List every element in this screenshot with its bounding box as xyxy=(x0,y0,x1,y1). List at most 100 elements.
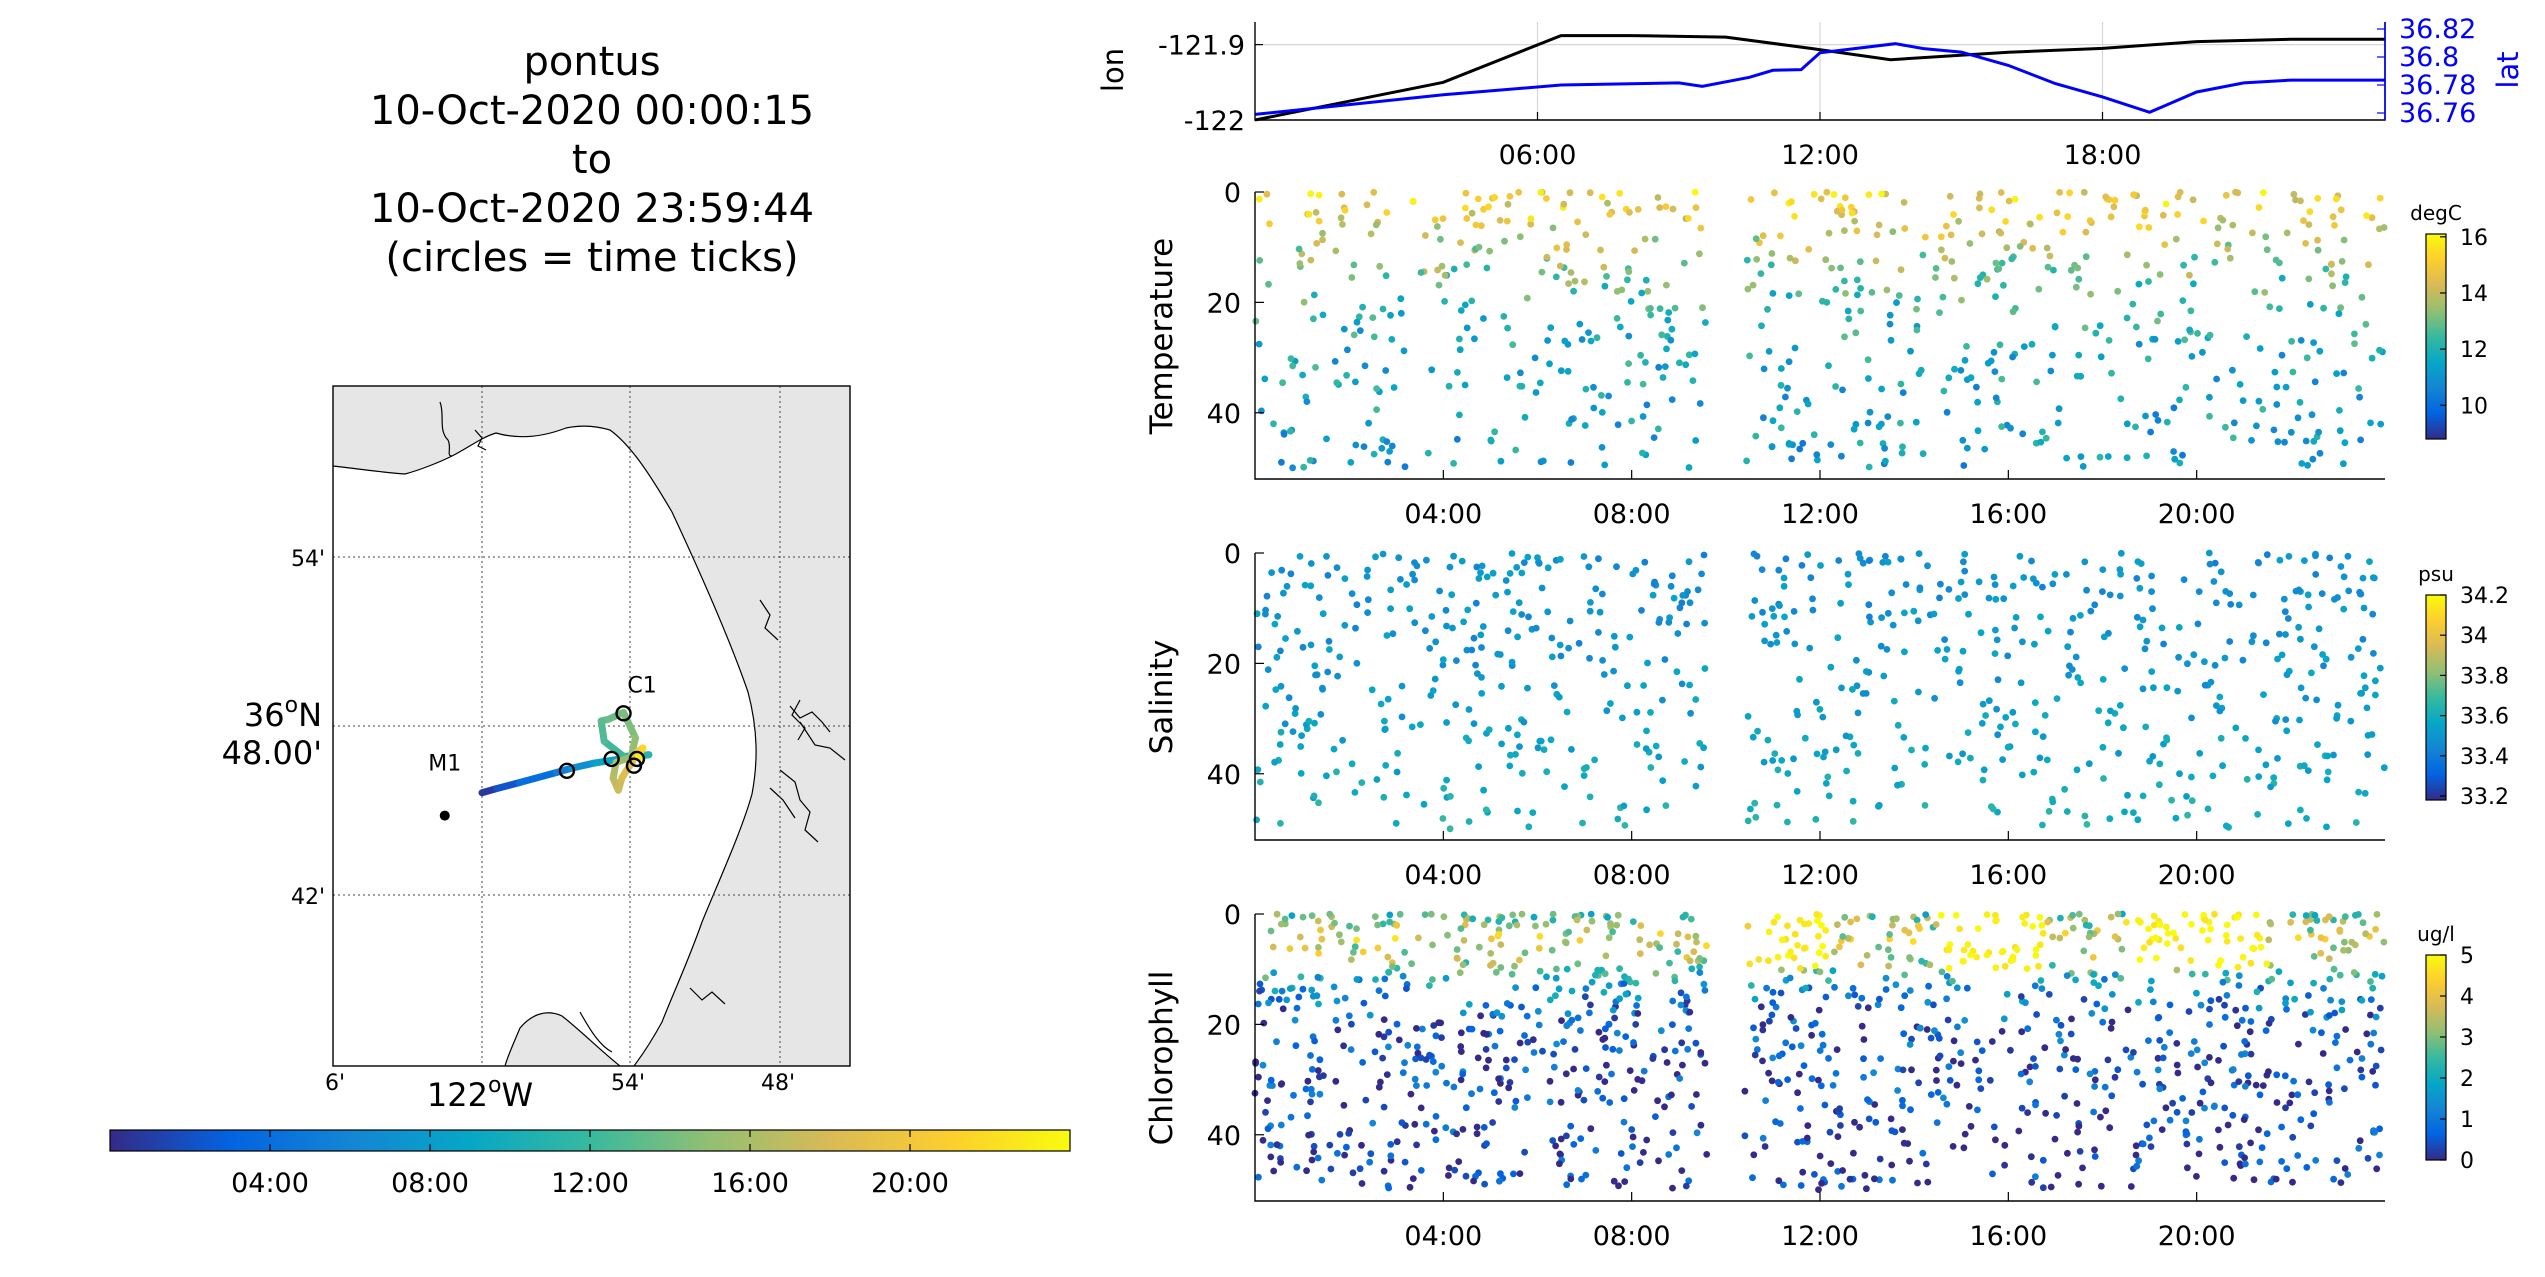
data-point xyxy=(2027,220,2034,228)
data-point xyxy=(2028,557,2035,565)
data-point xyxy=(1776,404,1784,412)
data-point xyxy=(1550,1050,1557,1058)
data-point xyxy=(1273,1038,1280,1046)
x-tick-label: 16:00 xyxy=(1969,860,2047,891)
data-point xyxy=(1544,337,1551,344)
data-point xyxy=(1679,913,1687,921)
data-point xyxy=(1856,554,1864,562)
grid xyxy=(1255,22,2385,121)
river xyxy=(439,401,453,457)
colorbar-tick-label: 34 xyxy=(2460,624,2488,649)
data-point xyxy=(1417,1054,1425,1062)
data-point xyxy=(1277,728,1285,736)
data-point xyxy=(2049,798,2057,806)
data-point xyxy=(1934,647,1941,654)
data-point xyxy=(1298,732,1305,739)
data-point xyxy=(2150,912,2158,920)
data-point xyxy=(1430,1022,1438,1029)
data-point xyxy=(1332,247,1340,255)
data-point xyxy=(1319,684,1326,692)
data-point xyxy=(1334,1026,1342,1034)
data-point xyxy=(2236,381,2244,388)
data-point xyxy=(1835,557,1843,564)
data-point xyxy=(1277,682,1285,690)
data-point xyxy=(1754,727,1761,735)
data-point xyxy=(1946,192,1954,200)
data-point xyxy=(1856,1123,1863,1131)
data-point xyxy=(2244,1072,2252,1080)
data-point xyxy=(2330,1175,2338,1183)
data-point xyxy=(1581,422,1589,429)
data-point xyxy=(1376,262,1384,270)
data-point xyxy=(1594,1088,1602,1095)
data-point xyxy=(1878,190,1885,198)
data-point xyxy=(1743,256,1751,264)
data-point xyxy=(1998,259,2006,267)
data-point xyxy=(2302,912,2310,919)
data-point xyxy=(1312,364,1319,371)
data-point xyxy=(2377,420,2385,428)
data-point xyxy=(1801,734,1809,742)
data-point xyxy=(1570,1065,1577,1073)
data-point xyxy=(1685,351,1693,359)
data-point xyxy=(1428,613,1436,620)
data-point xyxy=(1352,441,1360,449)
data-point xyxy=(2367,978,2374,985)
data-point xyxy=(1427,910,1435,918)
data-point xyxy=(2314,246,2322,254)
data-point xyxy=(1543,973,1550,981)
colorbar-tick-label: 33.6 xyxy=(2460,705,2509,730)
data-point xyxy=(1999,756,2006,763)
data-point xyxy=(1310,792,1318,800)
data-point xyxy=(1693,1091,1700,1098)
data-point xyxy=(1305,1131,1312,1139)
data-point xyxy=(2368,214,2376,222)
data-point xyxy=(1741,1132,1749,1140)
data-point xyxy=(2127,1054,2135,1061)
data-point xyxy=(2085,922,2093,930)
data-point xyxy=(1640,1149,1647,1156)
data-point xyxy=(2158,624,2166,632)
data-point xyxy=(1919,251,1927,259)
data-point xyxy=(1349,1169,1357,1177)
data-point xyxy=(1353,601,1361,609)
data-point xyxy=(1303,398,1311,405)
data-point xyxy=(1938,968,1946,976)
data-point xyxy=(2093,1000,2101,1008)
data-point xyxy=(2111,971,2119,978)
data-point xyxy=(2107,213,2115,221)
data-point xyxy=(1397,309,1405,317)
data-point xyxy=(1315,594,1323,601)
data-point xyxy=(1696,250,1703,258)
data-point xyxy=(1471,335,1478,343)
data-points xyxy=(1252,188,2388,472)
data-point xyxy=(1549,916,1557,924)
data-point xyxy=(1380,1016,1388,1023)
data-point xyxy=(1667,582,1675,590)
data-point xyxy=(2294,934,2302,942)
data-point xyxy=(1504,588,1511,596)
data-point xyxy=(2270,774,2278,782)
data-point xyxy=(1743,457,1750,465)
data-point xyxy=(1595,1028,1603,1036)
data-point xyxy=(1676,604,1684,612)
data-point xyxy=(1557,367,1565,375)
data-point xyxy=(2207,1079,2215,1087)
data-point xyxy=(1581,278,1588,286)
data-point xyxy=(2259,405,2267,413)
data-point xyxy=(2047,1183,2055,1191)
data-point xyxy=(1957,578,1965,586)
data-point xyxy=(2091,1083,2099,1090)
data-point xyxy=(1751,799,1759,807)
data-point xyxy=(1386,918,1393,926)
data-point xyxy=(1299,913,1307,921)
data-point xyxy=(1463,215,1471,222)
data-point xyxy=(1882,457,1889,465)
data-point xyxy=(1336,931,1343,939)
data-point xyxy=(1806,644,1814,652)
data-point xyxy=(1883,286,1891,294)
data-point xyxy=(2335,310,2343,318)
data-point xyxy=(1630,1087,1638,1094)
data-point xyxy=(1341,206,1349,214)
